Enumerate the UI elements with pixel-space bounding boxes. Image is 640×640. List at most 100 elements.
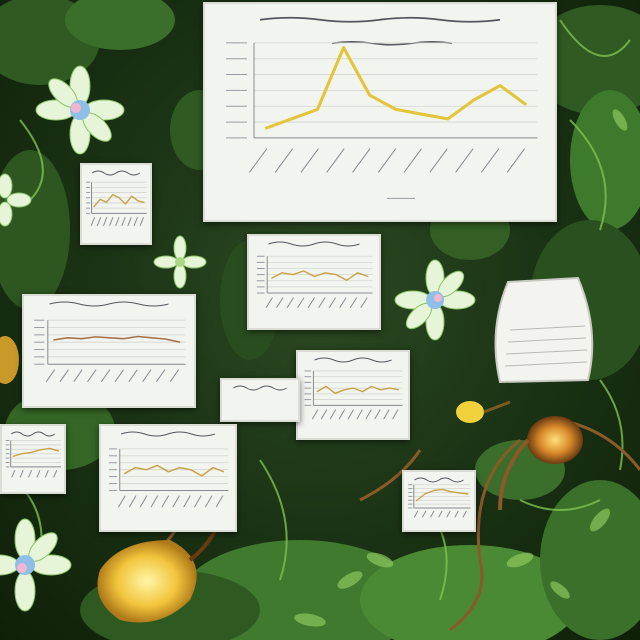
leaf-highlights [294,109,628,627]
chart-series-line [12,447,60,458]
chart-series-line [264,46,528,130]
chart-subtitle-scribble [331,40,453,46]
chart-x-label-scribble [339,297,347,309]
chart-x-label-scribble [194,495,202,508]
chart-svg [233,385,287,391]
chart-card-center [296,350,410,440]
chart-x-label-scribble [128,369,138,383]
chart-svg [256,241,373,309]
chart-x-label-scribble [53,470,58,478]
chart-x-label-scribble [300,148,319,173]
chart-x-label-scribble [169,369,180,383]
chart-svg [304,357,403,420]
chart-tag-center [220,378,300,422]
chart-x-label-scribble [318,297,326,309]
flower-left-edge [0,173,32,227]
chart-x-label-scribble [114,369,124,383]
chart-x-label-scribble [150,495,159,508]
chart-series-line [316,385,400,394]
chart-title-scribble [259,16,501,23]
chart-x-label-scribble [374,409,381,420]
chart-x-label-scribble [506,148,526,173]
chart-x-label-scribble [356,409,363,420]
chart-card-bottom-right [402,470,476,532]
chart-x-label-scribble [204,495,213,508]
chart-title-scribble [11,431,55,437]
chart-x-label-scribble [462,510,467,518]
chart-x-label-scribble [44,470,49,478]
chart-svg [408,477,471,518]
chart-x-label-scribble [307,297,316,309]
chart-x-label-scribble [383,409,390,420]
chart-x-label-scribble [172,495,180,508]
chart-x-label-scribble [413,510,419,518]
chart-x-label-scribble [102,217,108,227]
chart-x-label-scribble [455,148,474,173]
chart-x-label-scribble [128,495,137,508]
chart-x-label-scribble [87,369,97,383]
chart-x-label-scribble [45,369,56,383]
flower-top-left [35,65,125,155]
chart-x-label-scribble [349,297,358,309]
chart-x-label-scribble [183,495,191,508]
chart-x-label-scribble [429,148,448,173]
flower-mid-left [153,235,207,289]
chart-x-label-scribble [118,495,126,508]
left-pod [0,336,19,384]
chart-x-label-scribble [109,217,114,227]
chart-x-label-scribble [73,369,83,383]
chart-x-label-scribble [59,369,69,383]
chart-title-scribble [414,477,464,483]
chart-x-label-scribble [276,297,284,309]
chart-svg [34,301,186,383]
chart-card-bottom-left [0,424,66,494]
chart-x-label-scribble [248,148,268,173]
chart-card-left [22,294,196,408]
chart-x-label-scribble [100,369,111,383]
chart-x-label-scribble [352,148,371,173]
paper-scroll [494,276,594,384]
chart-x-label-scribble [326,148,345,173]
chart-title-scribble [268,241,360,247]
chart-x-label-scribble [430,510,435,518]
chart-x-label-scribble [392,409,399,420]
chart-x-label-scribble [265,297,273,309]
chart-title-scribble [49,301,169,307]
chart-x-label-scribble [422,510,427,518]
chart-x-label-scribble [377,148,397,173]
chart-x-label-scribble [274,148,294,173]
chart-series-line [271,270,369,281]
chart-x-label-scribble [338,409,346,420]
chart-x-label-scribble [161,495,170,508]
chart-card-middle [247,234,381,330]
chart-x-label-scribble [480,148,500,173]
chart-card-main [203,2,557,222]
small-lamp [456,400,511,423]
chart-title-scribble [233,385,287,391]
chart-x-label-scribble [286,297,294,309]
chart-series-line [53,335,181,343]
glowing-pod-right [498,416,583,511]
chart-x-label-scribble [36,470,41,478]
chart-title-scribble [120,431,216,437]
chart-card-bottom [99,424,237,532]
chart-series-line [123,464,225,477]
chart-x-label-scribble [96,217,102,227]
chart-x-label-scribble [329,409,337,420]
chart-svg [5,431,61,478]
chart-svg [109,431,229,508]
flower-right [394,259,476,341]
chart-x-label-scribble [28,470,33,478]
chart-x-label-scribble [127,217,132,227]
chart-x-label-scribble [215,495,224,508]
chart-title-scribble [91,170,141,176]
chart-x-label-scribble [320,409,328,420]
chart-x-label-scribble [360,297,368,309]
flower-bottom-left [0,518,72,612]
chart-x-label-scribble [139,217,145,227]
chart-series-line [93,193,145,208]
chart-x-label-scribble [155,369,166,383]
chart-series-line [415,488,469,502]
chart-x-label-scribble [297,297,305,309]
